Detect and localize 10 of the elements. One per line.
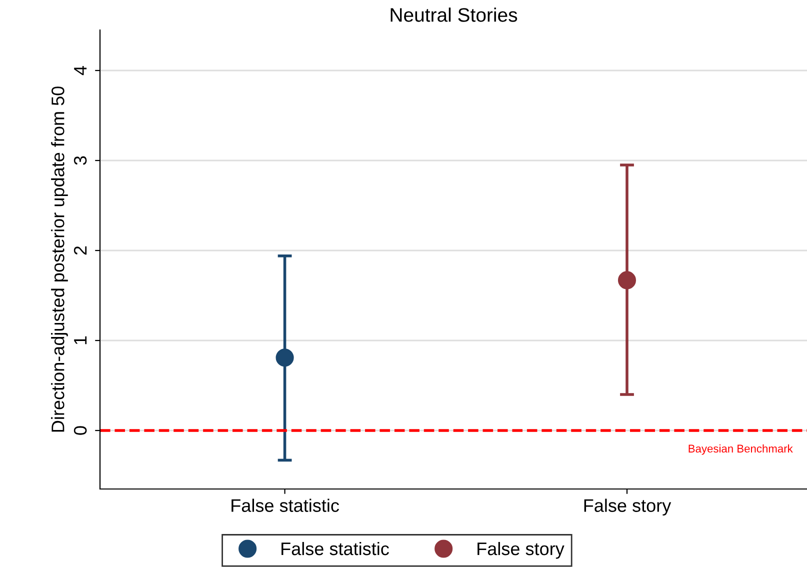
- y-tick-label: 0: [74, 426, 87, 435]
- y-axis-title: Direction-adjusted posterior update from 50: [51, 86, 68, 432]
- legend-label: False story: [478, 542, 564, 559]
- y-tick-label: 4: [74, 66, 87, 76]
- ref-line-label: Bayesian Benchmark: [688, 444, 793, 455]
- y-tick-label: 2: [74, 246, 87, 255]
- chart-title: Neutral Stories: [390, 8, 518, 22]
- y-tick-label: 3: [74, 156, 87, 165]
- y-tick-label: 1: [74, 336, 87, 344]
- legend-label: False statistic: [282, 542, 389, 556]
